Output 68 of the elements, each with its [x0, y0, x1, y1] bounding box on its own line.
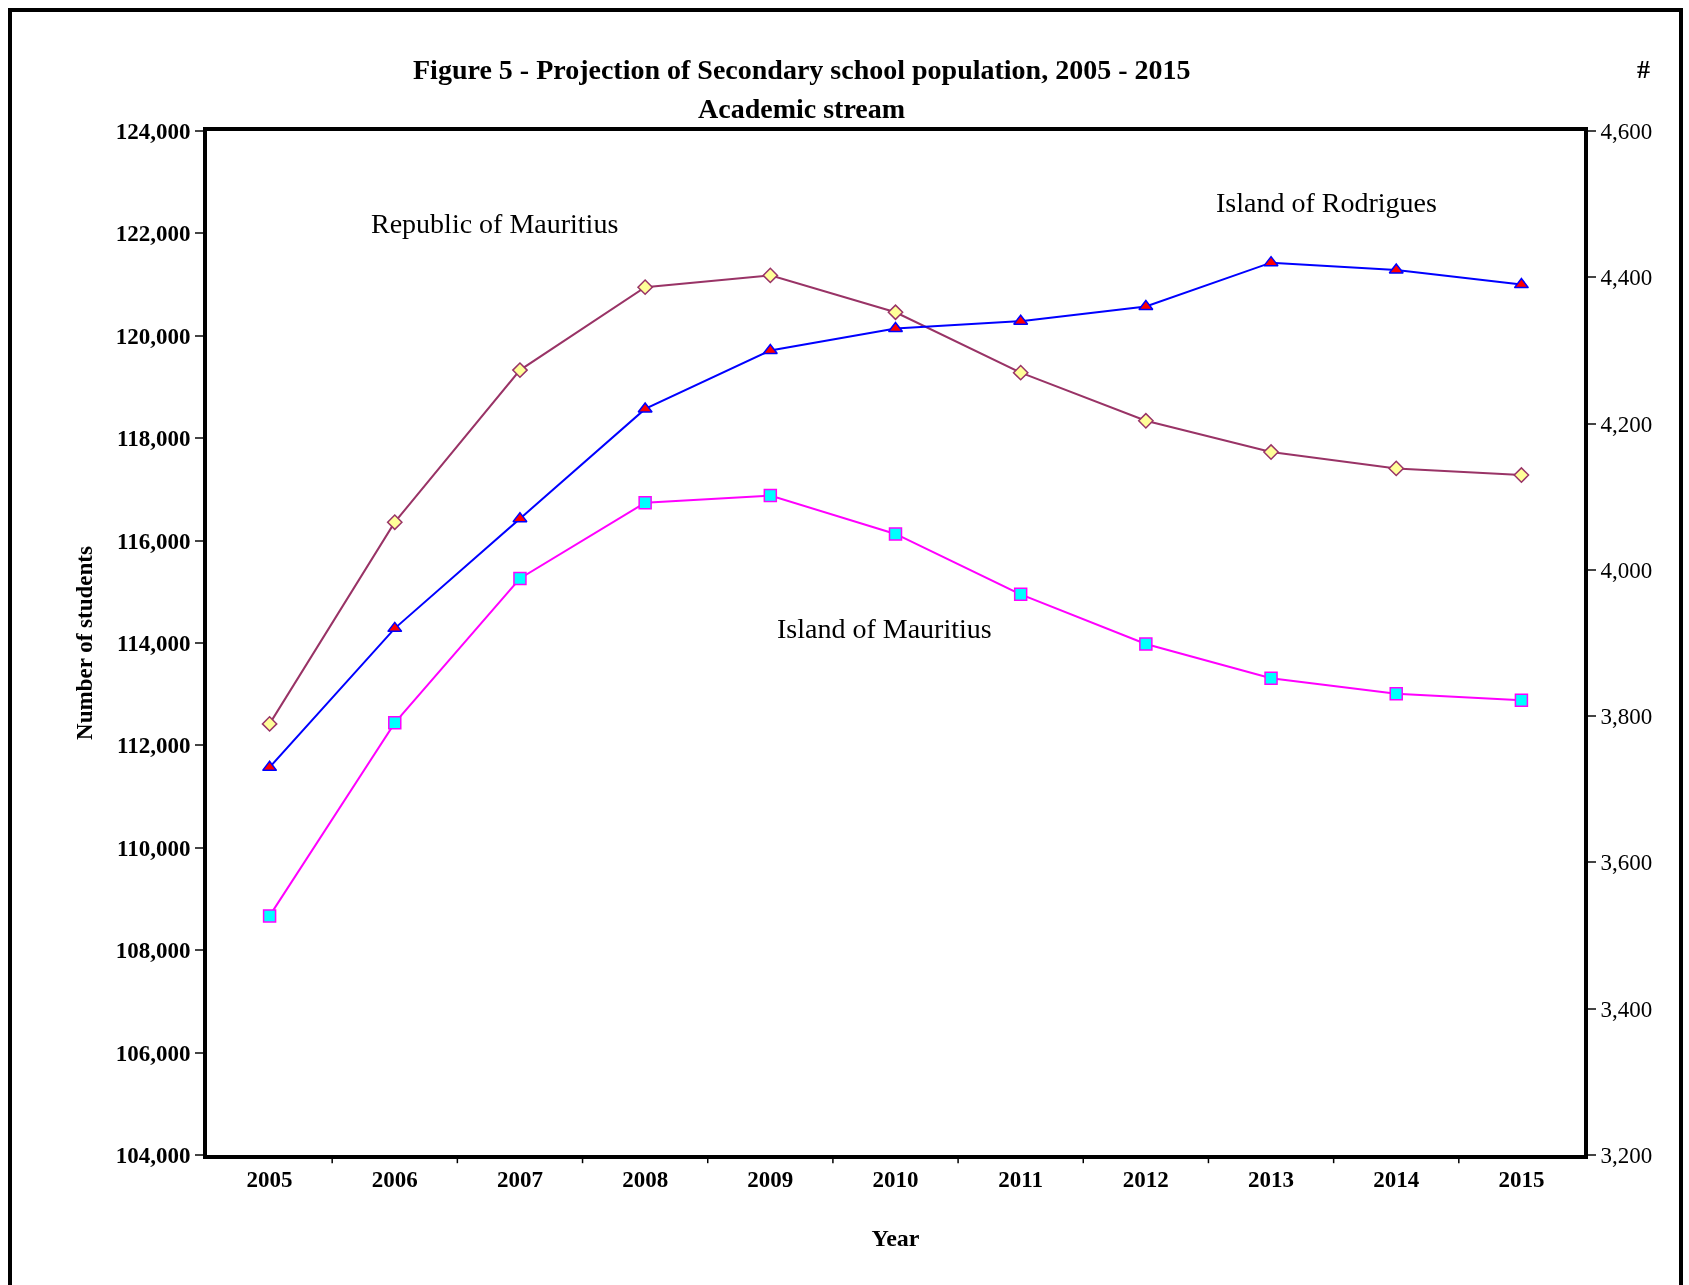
point — [1513, 467, 1530, 483]
x-tick-label: 2007 — [496, 1166, 543, 1192]
y2-tick-label: 4,000 — [1600, 557, 1653, 583]
series-label: Republic of Mauritius — [371, 208, 619, 239]
x-tick-label: 2010 — [872, 1166, 919, 1192]
x-tick-label: 2006 — [371, 1166, 418, 1192]
x-tick-label: 2008 — [622, 1166, 669, 1192]
y2-tick-label: 4,400 — [1600, 265, 1653, 291]
point — [887, 304, 904, 321]
point — [1139, 637, 1153, 651]
y-tick-label: 110,000 — [116, 835, 191, 861]
point — [386, 514, 403, 531]
chart-subtitle: Academic stream — [698, 93, 906, 124]
y-tick-label: 112,000 — [116, 733, 191, 759]
point — [1264, 671, 1278, 686]
x-tick-label: 2011 — [998, 1166, 1044, 1192]
y2-tick-label: 3,800 — [1600, 704, 1653, 730]
point — [1513, 277, 1530, 289]
point — [1012, 364, 1029, 381]
y-tick-label: 104,000 — [115, 1143, 191, 1169]
point — [888, 527, 903, 541]
x-tick-label: 2005 — [246, 1166, 293, 1192]
text: # — [1637, 55, 1650, 84]
point — [1389, 686, 1403, 701]
y-axis-title: Number of students — [71, 546, 97, 740]
chart-title: Figure 5 - Projection of Secondary school population, 2005 - 2015 — [413, 54, 1191, 85]
text: Island of Rodrigues — [1216, 187, 1437, 218]
point — [1138, 299, 1154, 311]
x-tick-label: 2015 — [1498, 1166, 1545, 1192]
x-tick-label: 2014 — [1373, 1166, 1420, 1192]
point — [887, 321, 904, 333]
x-tick-label: 2013 — [1248, 1166, 1295, 1192]
point — [513, 571, 527, 586]
point — [762, 267, 779, 284]
point — [512, 511, 528, 523]
point — [763, 488, 778, 503]
y-tick-label: 114,000 — [116, 631, 191, 657]
point — [261, 716, 278, 732]
point — [1137, 412, 1154, 429]
x-tick-label: 2009 — [747, 1166, 794, 1192]
point — [637, 279, 654, 296]
point — [387, 621, 403, 633]
point — [262, 909, 277, 923]
y-tick-label: 120,000 — [115, 323, 191, 349]
point — [1388, 460, 1405, 477]
y2-tick-label: 3,600 — [1600, 850, 1653, 876]
y-tick-label: 122,000 — [115, 221, 191, 247]
point — [1514, 693, 1529, 708]
y-tick-label: 118,000 — [116, 426, 191, 452]
y2-tick-label: 3,400 — [1600, 996, 1653, 1022]
series-label: Island of Mauritius — [777, 613, 992, 644]
point — [261, 760, 278, 772]
point — [388, 716, 402, 730]
point — [762, 343, 778, 355]
y-tick-label: 116,000 — [116, 528, 191, 554]
point — [1263, 255, 1279, 267]
y2-tick-label: 3,200 — [1600, 1143, 1653, 1169]
x-tick-label: 2012 — [1122, 1166, 1169, 1192]
y-tick-label: 124,000 — [115, 119, 191, 145]
y-tick-label: 108,000 — [115, 938, 191, 964]
y-tick-label: 106,000 — [115, 1040, 191, 1066]
y2-tick-label: 4,600 — [1600, 119, 1653, 145]
point — [638, 495, 652, 510]
point — [1263, 444, 1279, 460]
point — [512, 362, 528, 378]
y2-tick-label: 4,200 — [1600, 411, 1653, 437]
x-axis-title: Year — [871, 1225, 920, 1252]
point — [1013, 587, 1028, 602]
